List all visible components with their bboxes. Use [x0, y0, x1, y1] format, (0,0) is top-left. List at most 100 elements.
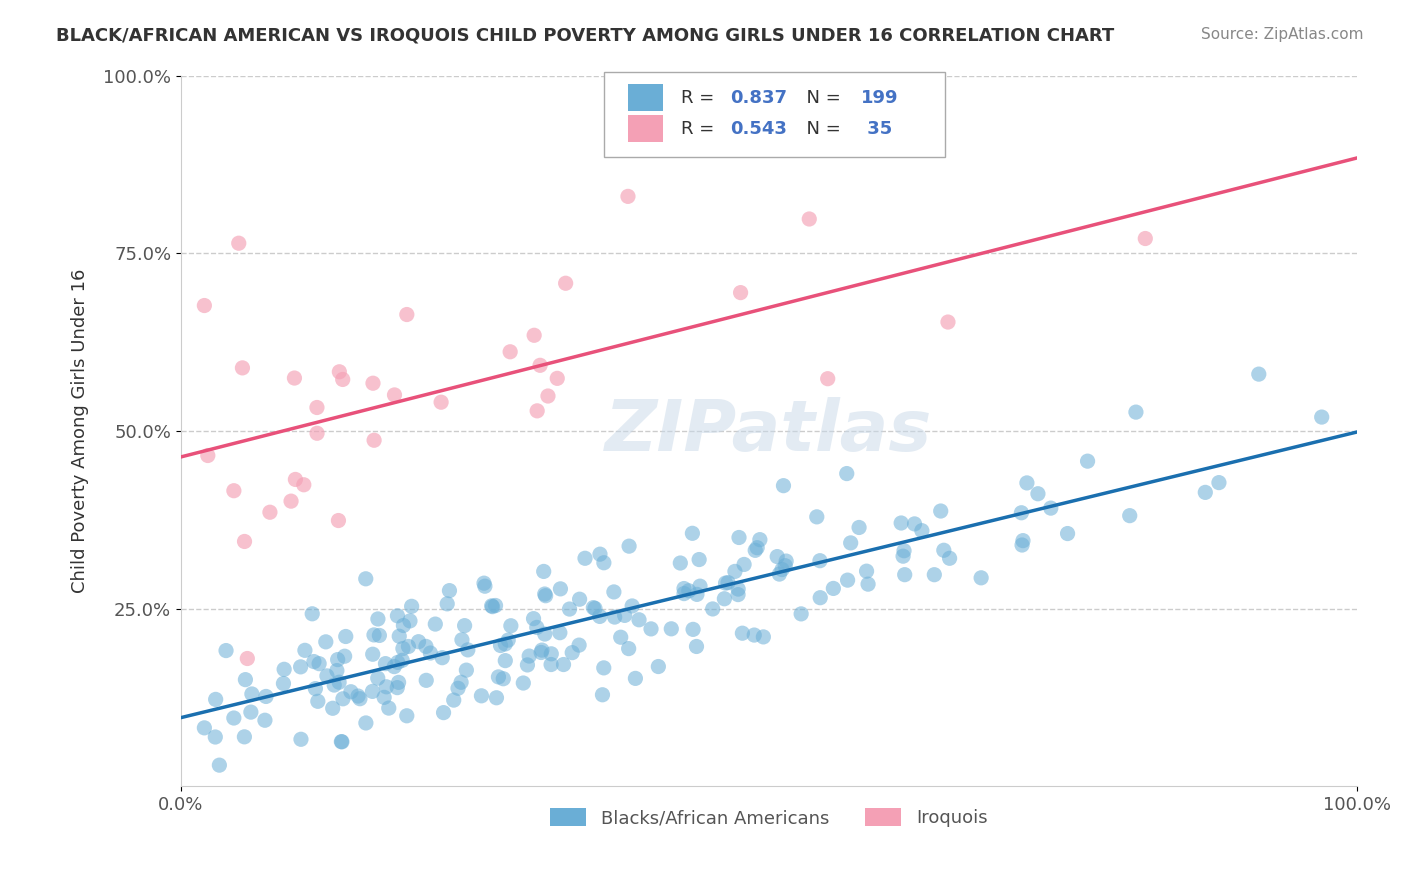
Point: [361, 684, 384, 698]
Point: [731, 626, 754, 640]
Text: N =: N =: [794, 120, 846, 138]
Point: [328, 675, 350, 690]
Point: [742, 628, 765, 642]
Point: [430, 395, 453, 409]
Point: [308, 657, 330, 671]
Point: [392, 618, 415, 632]
Point: [512, 676, 534, 690]
Point: [893, 567, 915, 582]
Point: [592, 661, 614, 675]
Point: [425, 617, 447, 632]
Point: [733, 558, 755, 572]
Point: [387, 608, 409, 623]
Text: 0.837: 0.837: [730, 88, 787, 106]
Point: [492, 672, 515, 686]
Point: [526, 620, 548, 634]
Point: [374, 657, 396, 671]
Point: [553, 657, 575, 672]
Point: [533, 565, 555, 579]
Point: [332, 691, 354, 706]
Point: [932, 543, 955, 558]
Point: [592, 688, 614, 702]
Point: [332, 372, 354, 386]
Point: [522, 612, 544, 626]
Point: [558, 602, 581, 616]
Point: [335, 630, 357, 644]
Point: [1208, 475, 1230, 490]
Point: [301, 607, 323, 621]
Text: R =: R =: [681, 120, 720, 138]
Point: [682, 623, 704, 637]
Point: [592, 556, 614, 570]
Point: [330, 734, 353, 748]
Point: [1135, 231, 1157, 245]
Point: [349, 691, 371, 706]
Point: [259, 505, 281, 519]
Point: [392, 641, 415, 656]
Point: [222, 483, 245, 498]
Point: [307, 694, 329, 708]
Point: [856, 577, 879, 591]
Point: [494, 637, 516, 651]
Point: [890, 516, 912, 530]
Point: [307, 426, 329, 441]
Point: [436, 597, 458, 611]
Point: [240, 687, 263, 701]
Point: [254, 690, 277, 704]
Point: [328, 514, 350, 528]
Text: 35: 35: [860, 120, 891, 138]
Point: [938, 551, 960, 566]
Point: [496, 633, 519, 648]
Point: [903, 516, 925, 531]
Point: [290, 660, 312, 674]
Point: [724, 565, 747, 579]
Point: [367, 612, 389, 626]
Point: [368, 628, 391, 642]
Point: [302, 655, 325, 669]
Point: [415, 673, 437, 688]
Text: 199: 199: [860, 88, 898, 106]
Point: [1012, 533, 1035, 548]
Point: [323, 678, 346, 692]
Point: [1194, 485, 1216, 500]
Point: [523, 328, 546, 343]
Point: [499, 344, 522, 359]
Point: [273, 662, 295, 676]
Text: R =: R =: [681, 88, 720, 106]
Point: [363, 434, 385, 448]
Point: [589, 547, 612, 561]
Point: [193, 721, 215, 735]
Point: [702, 602, 724, 616]
Point: [375, 680, 398, 694]
Point: [533, 587, 555, 601]
Point: [333, 649, 356, 664]
Point: [322, 701, 344, 715]
Point: [361, 376, 384, 391]
Point: [1077, 454, 1099, 468]
Point: [713, 591, 735, 606]
Point: [450, 675, 472, 690]
Point: [316, 669, 339, 683]
Point: [363, 628, 385, 642]
Point: [534, 589, 557, 603]
Point: [378, 701, 401, 715]
Point: [373, 690, 395, 705]
Point: [728, 531, 751, 545]
Point: [215, 643, 238, 657]
Point: [432, 706, 454, 720]
Point: [494, 654, 516, 668]
Y-axis label: Child Poverty Among Girls Under 16: Child Poverty Among Girls Under 16: [72, 268, 89, 593]
Point: [540, 657, 562, 672]
Point: [481, 599, 503, 613]
Point: [727, 582, 749, 596]
Point: [395, 308, 418, 322]
Point: [1310, 410, 1333, 425]
Point: [681, 526, 703, 541]
Point: [970, 571, 993, 585]
Legend: Blacks/African Americans, Iroquois: Blacks/African Americans, Iroquois: [543, 800, 995, 834]
Point: [561, 646, 583, 660]
Point: [401, 599, 423, 614]
Point: [546, 371, 568, 385]
Point: [387, 656, 409, 670]
Point: [924, 567, 946, 582]
